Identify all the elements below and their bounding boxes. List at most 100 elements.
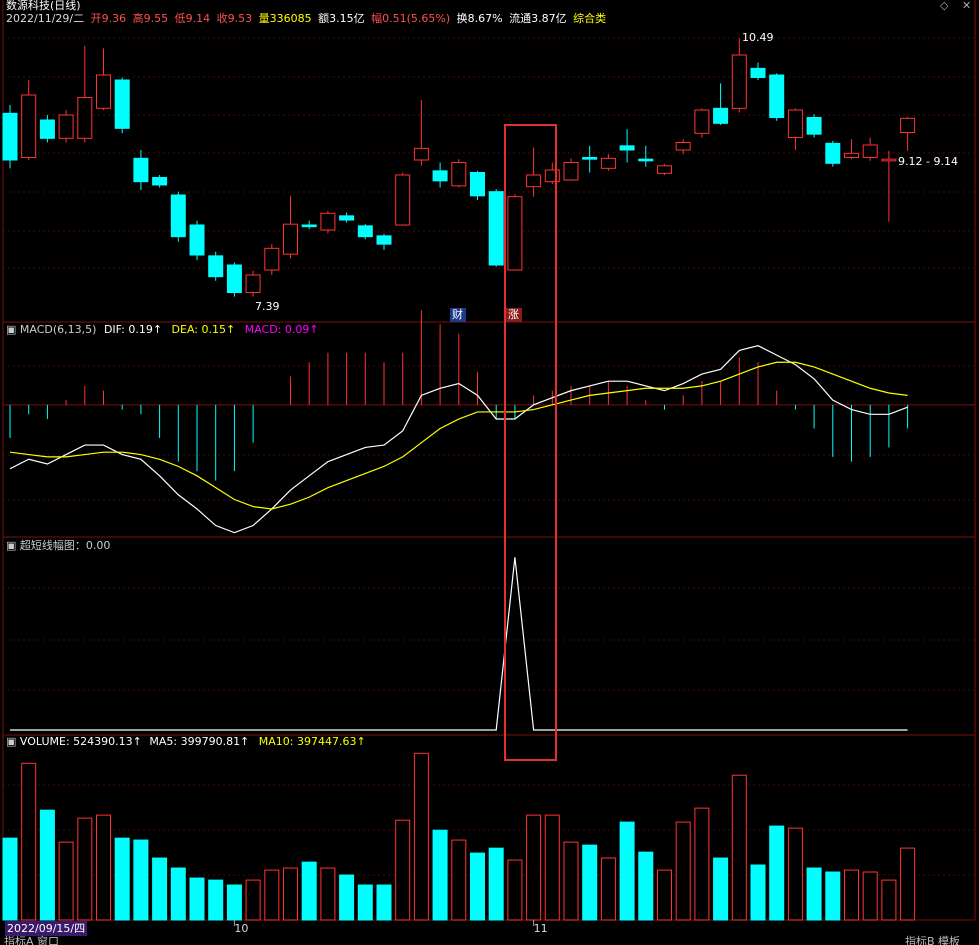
volume-bar xyxy=(563,841,579,921)
candle-body xyxy=(170,194,186,238)
field: 量336085 xyxy=(259,12,312,25)
macd-title: MACD(6,13,5) xyxy=(20,323,97,336)
legend: DEA: 0.15↑ xyxy=(172,323,236,336)
legend: MA5: 399790.81↑ xyxy=(149,735,249,748)
candle-body xyxy=(844,152,859,158)
volume-bar xyxy=(376,884,392,921)
field: 幅0.51(5.65%) xyxy=(371,12,450,25)
line-title: 超短线幅图：0.00 xyxy=(20,538,111,552)
candle-body xyxy=(395,174,411,226)
volume-bar xyxy=(264,869,280,921)
volume-bar xyxy=(114,837,130,921)
candle-body xyxy=(133,157,149,183)
volume-bar xyxy=(750,864,766,921)
candle-body xyxy=(582,157,598,160)
date: 2022/11/29/二 xyxy=(6,12,84,25)
candle-body xyxy=(526,174,542,188)
annotation: 9.12 - 9.14 xyxy=(898,155,958,168)
badge xyxy=(450,308,466,322)
panel-title: ▣ MACD(6,13,5) DIF: 0.19↑ DEA: 0.15↑ MAC… xyxy=(6,323,319,336)
volume-bar xyxy=(133,839,149,921)
candle-body xyxy=(881,158,897,162)
candle-body xyxy=(769,74,785,118)
candle-body xyxy=(413,147,429,161)
volume-bar xyxy=(638,851,654,921)
volume-bar xyxy=(881,879,897,921)
candle-body xyxy=(152,177,168,186)
annotation: 7.39 xyxy=(255,300,280,313)
volume-bar xyxy=(170,867,186,921)
volume-bar xyxy=(301,861,317,921)
candle-body xyxy=(787,109,803,138)
candle-body xyxy=(544,169,560,183)
candle-body xyxy=(208,255,224,278)
volume-bar xyxy=(544,814,560,921)
candle-body xyxy=(96,74,111,109)
candle-body xyxy=(862,144,878,158)
candle-body xyxy=(264,247,280,271)
volume-bar xyxy=(825,871,841,921)
volume-bar xyxy=(713,857,729,921)
volume-bar xyxy=(451,839,467,921)
icon-diamond[interactable]: ◇ xyxy=(940,0,949,12)
volume-bar xyxy=(432,829,448,921)
volume-bar xyxy=(507,859,523,921)
volume-bar xyxy=(694,807,710,921)
badge-text: 财 xyxy=(452,307,463,321)
volume-bar xyxy=(582,844,598,921)
volume-bar xyxy=(413,752,429,921)
volume-bar xyxy=(600,857,616,921)
volume-bar xyxy=(526,814,542,921)
candle-body xyxy=(376,235,392,245)
candle-body xyxy=(825,142,841,164)
candle-body xyxy=(283,223,298,255)
app-title: 数源科技(日线) xyxy=(6,0,81,12)
candle-body xyxy=(694,109,710,134)
badge-text: 涨 xyxy=(508,308,519,321)
candle-body xyxy=(470,172,485,197)
field: 额3.15亿 xyxy=(318,12,365,25)
volume-bar xyxy=(395,819,411,921)
candle-body xyxy=(619,145,635,151)
legend: MACD: 0.09↑ xyxy=(245,323,319,336)
field: 换8.67% xyxy=(457,11,503,25)
header-line: 2022/11/29/二 开9.36 高9.55 低9.14 收9.53 量33… xyxy=(6,11,606,25)
candle-body xyxy=(675,142,691,151)
panel-title: ▣ VOLUME: 524390.13↑ MA5: 399790.81↑ MA1… xyxy=(6,735,366,748)
volume-title: VOLUME: 524390.13↑ xyxy=(20,735,142,748)
series-line xyxy=(9,345,908,534)
field: 开9.36 xyxy=(91,12,127,25)
panel-title: ▣ 超短线幅图：0.00 xyxy=(6,538,110,552)
volume-bar xyxy=(657,869,672,921)
volume-bar xyxy=(731,774,747,921)
volume-bar xyxy=(470,852,485,921)
volume-bar xyxy=(189,877,205,921)
candle-body xyxy=(245,274,261,293)
candle-body xyxy=(357,225,373,238)
volume-bar xyxy=(2,837,18,921)
candle-body xyxy=(58,114,74,139)
volume-bar xyxy=(320,867,336,921)
icon-close[interactable]: ✕ xyxy=(962,0,971,12)
volume-bar xyxy=(339,874,355,921)
candle-body xyxy=(451,162,467,187)
legend: DIF: 0.19↑ xyxy=(104,323,162,336)
candle-body xyxy=(114,79,130,129)
legend: MA10: 397447.63↑ xyxy=(259,735,366,748)
volume-bar xyxy=(844,869,859,921)
field: 收9.53 xyxy=(217,11,253,25)
candle-body xyxy=(507,196,523,271)
candle-body xyxy=(713,107,729,124)
volume-bar xyxy=(806,867,822,921)
volume-bar xyxy=(152,857,168,921)
toolbar[interactable]: 指标A 窗口 xyxy=(4,934,59,945)
volume-bar xyxy=(675,821,691,921)
candle-body xyxy=(563,162,579,181)
cursor-date: 2022/09/15/四 xyxy=(7,922,85,935)
toolbar[interactable]: 指标B 模板 xyxy=(905,934,960,945)
volume-bar xyxy=(769,825,785,921)
candle-body xyxy=(731,54,747,109)
volume-bar xyxy=(900,847,916,921)
x-tick-label: 10 xyxy=(234,922,248,935)
